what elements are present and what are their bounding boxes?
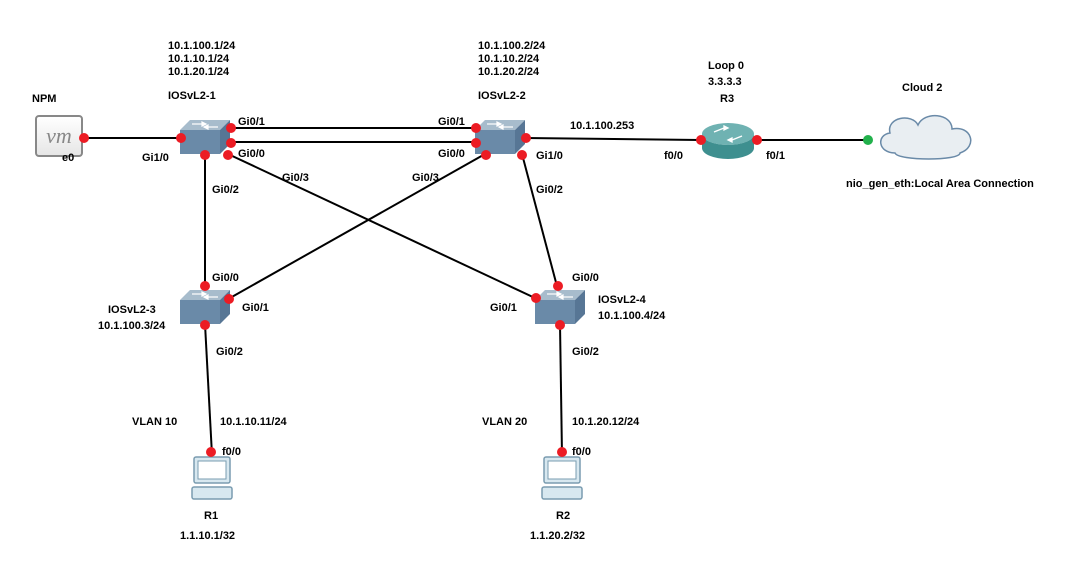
interface-label: f0/0 [222, 446, 241, 459]
r3-loopip: 3.3.3.3 [708, 76, 742, 89]
link-dot [471, 123, 481, 133]
interface-label: e0 [62, 152, 74, 165]
npm-title: NPM [32, 93, 56, 106]
link-dot [226, 123, 236, 133]
switch-icon [535, 290, 585, 324]
iosvl2-2-title: IOSvL2-2 [478, 90, 526, 103]
interface-label: Gi0/1 [438, 116, 465, 129]
interface-label: 10.1.20.12/24 [572, 416, 639, 429]
link-dot [224, 294, 234, 304]
r2-ip: 1.1.20.2/32 [530, 530, 585, 543]
interface-label: f0/1 [766, 150, 785, 163]
iosvl2-1-ips: 10.1.100.1/24 10.1.10.1/24 10.1.20.1/24 [168, 40, 235, 80]
link-dot [531, 293, 541, 303]
interface-label: Gi0/0 [212, 272, 239, 285]
interface-label: VLAN 10 [132, 416, 177, 429]
r3-loop: Loop 0 [708, 60, 744, 73]
r1-title: R1 [204, 510, 218, 523]
interface-label: Gi0/3 [412, 172, 439, 185]
switch-icon [475, 120, 525, 154]
pc-icon [540, 455, 584, 501]
node-r2[interactable] [540, 455, 584, 504]
interface-label: Gi0/0 [438, 148, 465, 161]
interface-label: Gi1/0 [142, 152, 169, 165]
node-r1[interactable] [190, 455, 234, 504]
link-dot [553, 281, 563, 291]
interface-label: Gi1/0 [536, 150, 563, 163]
pc-icon [190, 455, 234, 501]
cloud2-nio: nio_gen_eth:Local Area Connection [846, 178, 1034, 191]
link-dot [79, 133, 89, 143]
link-dot [200, 150, 210, 160]
r1-ip: 1.1.10.1/32 [180, 530, 235, 543]
interface-label: Gi0/2 [536, 184, 563, 197]
interface-label: VLAN 20 [482, 416, 527, 429]
interface-label: 10.1.100.253 [570, 120, 634, 133]
link-dot [517, 150, 527, 160]
vm-icon: vm [35, 115, 83, 157]
interface-label: f0/0 [664, 150, 683, 163]
interface-label: Gi0/2 [212, 184, 239, 197]
interface-label: Gi0/1 [242, 302, 269, 315]
link-dot [752, 135, 762, 145]
interface-label: Gi0/1 [238, 116, 265, 129]
link-dot [557, 447, 567, 457]
switch-icon [180, 290, 230, 324]
link-dot [471, 138, 481, 148]
topology-canvas: vm NPM IOSvL2-1 10.1.100.1/24 10.1.10.1/… [0, 0, 1078, 586]
iosvl2-3-title: IOSvL2-3 [108, 304, 156, 317]
node-npm[interactable]: vm [35, 115, 83, 157]
link-dot [223, 150, 233, 160]
interface-label: f0/0 [572, 446, 591, 459]
r3-title: R3 [720, 93, 734, 106]
link-dot [481, 150, 491, 160]
interface-label: Gi0/2 [216, 346, 243, 359]
interface-label: Gi0/3 [282, 172, 309, 185]
cloud-icon [870, 105, 980, 167]
link-dot [863, 135, 873, 145]
router-icon [700, 122, 756, 160]
node-r3[interactable] [700, 122, 756, 163]
interface-label: Gi0/2 [572, 346, 599, 359]
iosvl2-4-title: IOSvL2-4 [598, 294, 646, 307]
iosvl2-4-ip: 10.1.100.4/24 [598, 310, 665, 323]
link-dot [555, 320, 565, 330]
interface-label: Gi0/1 [490, 302, 517, 315]
r2-title: R2 [556, 510, 570, 523]
interface-label: Gi0/0 [238, 148, 265, 161]
link-dot [521, 133, 531, 143]
node-cloud2[interactable] [870, 105, 980, 170]
link-dot [176, 133, 186, 143]
link-dot [200, 320, 210, 330]
iosvl2-2-ips: 10.1.100.2/24 10.1.10.2/24 10.1.20.2/24 [478, 40, 545, 80]
switch-icon [180, 120, 230, 154]
interface-label: 10.1.10.11/24 [220, 416, 287, 429]
interface-label: Gi0/0 [572, 272, 599, 285]
link-dot [226, 138, 236, 148]
link-dot [696, 135, 706, 145]
iosvl2-1-title: IOSvL2-1 [168, 90, 216, 103]
cloud2-title: Cloud 2 [902, 82, 942, 95]
link-dot [200, 281, 210, 291]
link-dot [206, 447, 216, 457]
iosvl2-3-ip: 10.1.100.3/24 [98, 320, 165, 333]
